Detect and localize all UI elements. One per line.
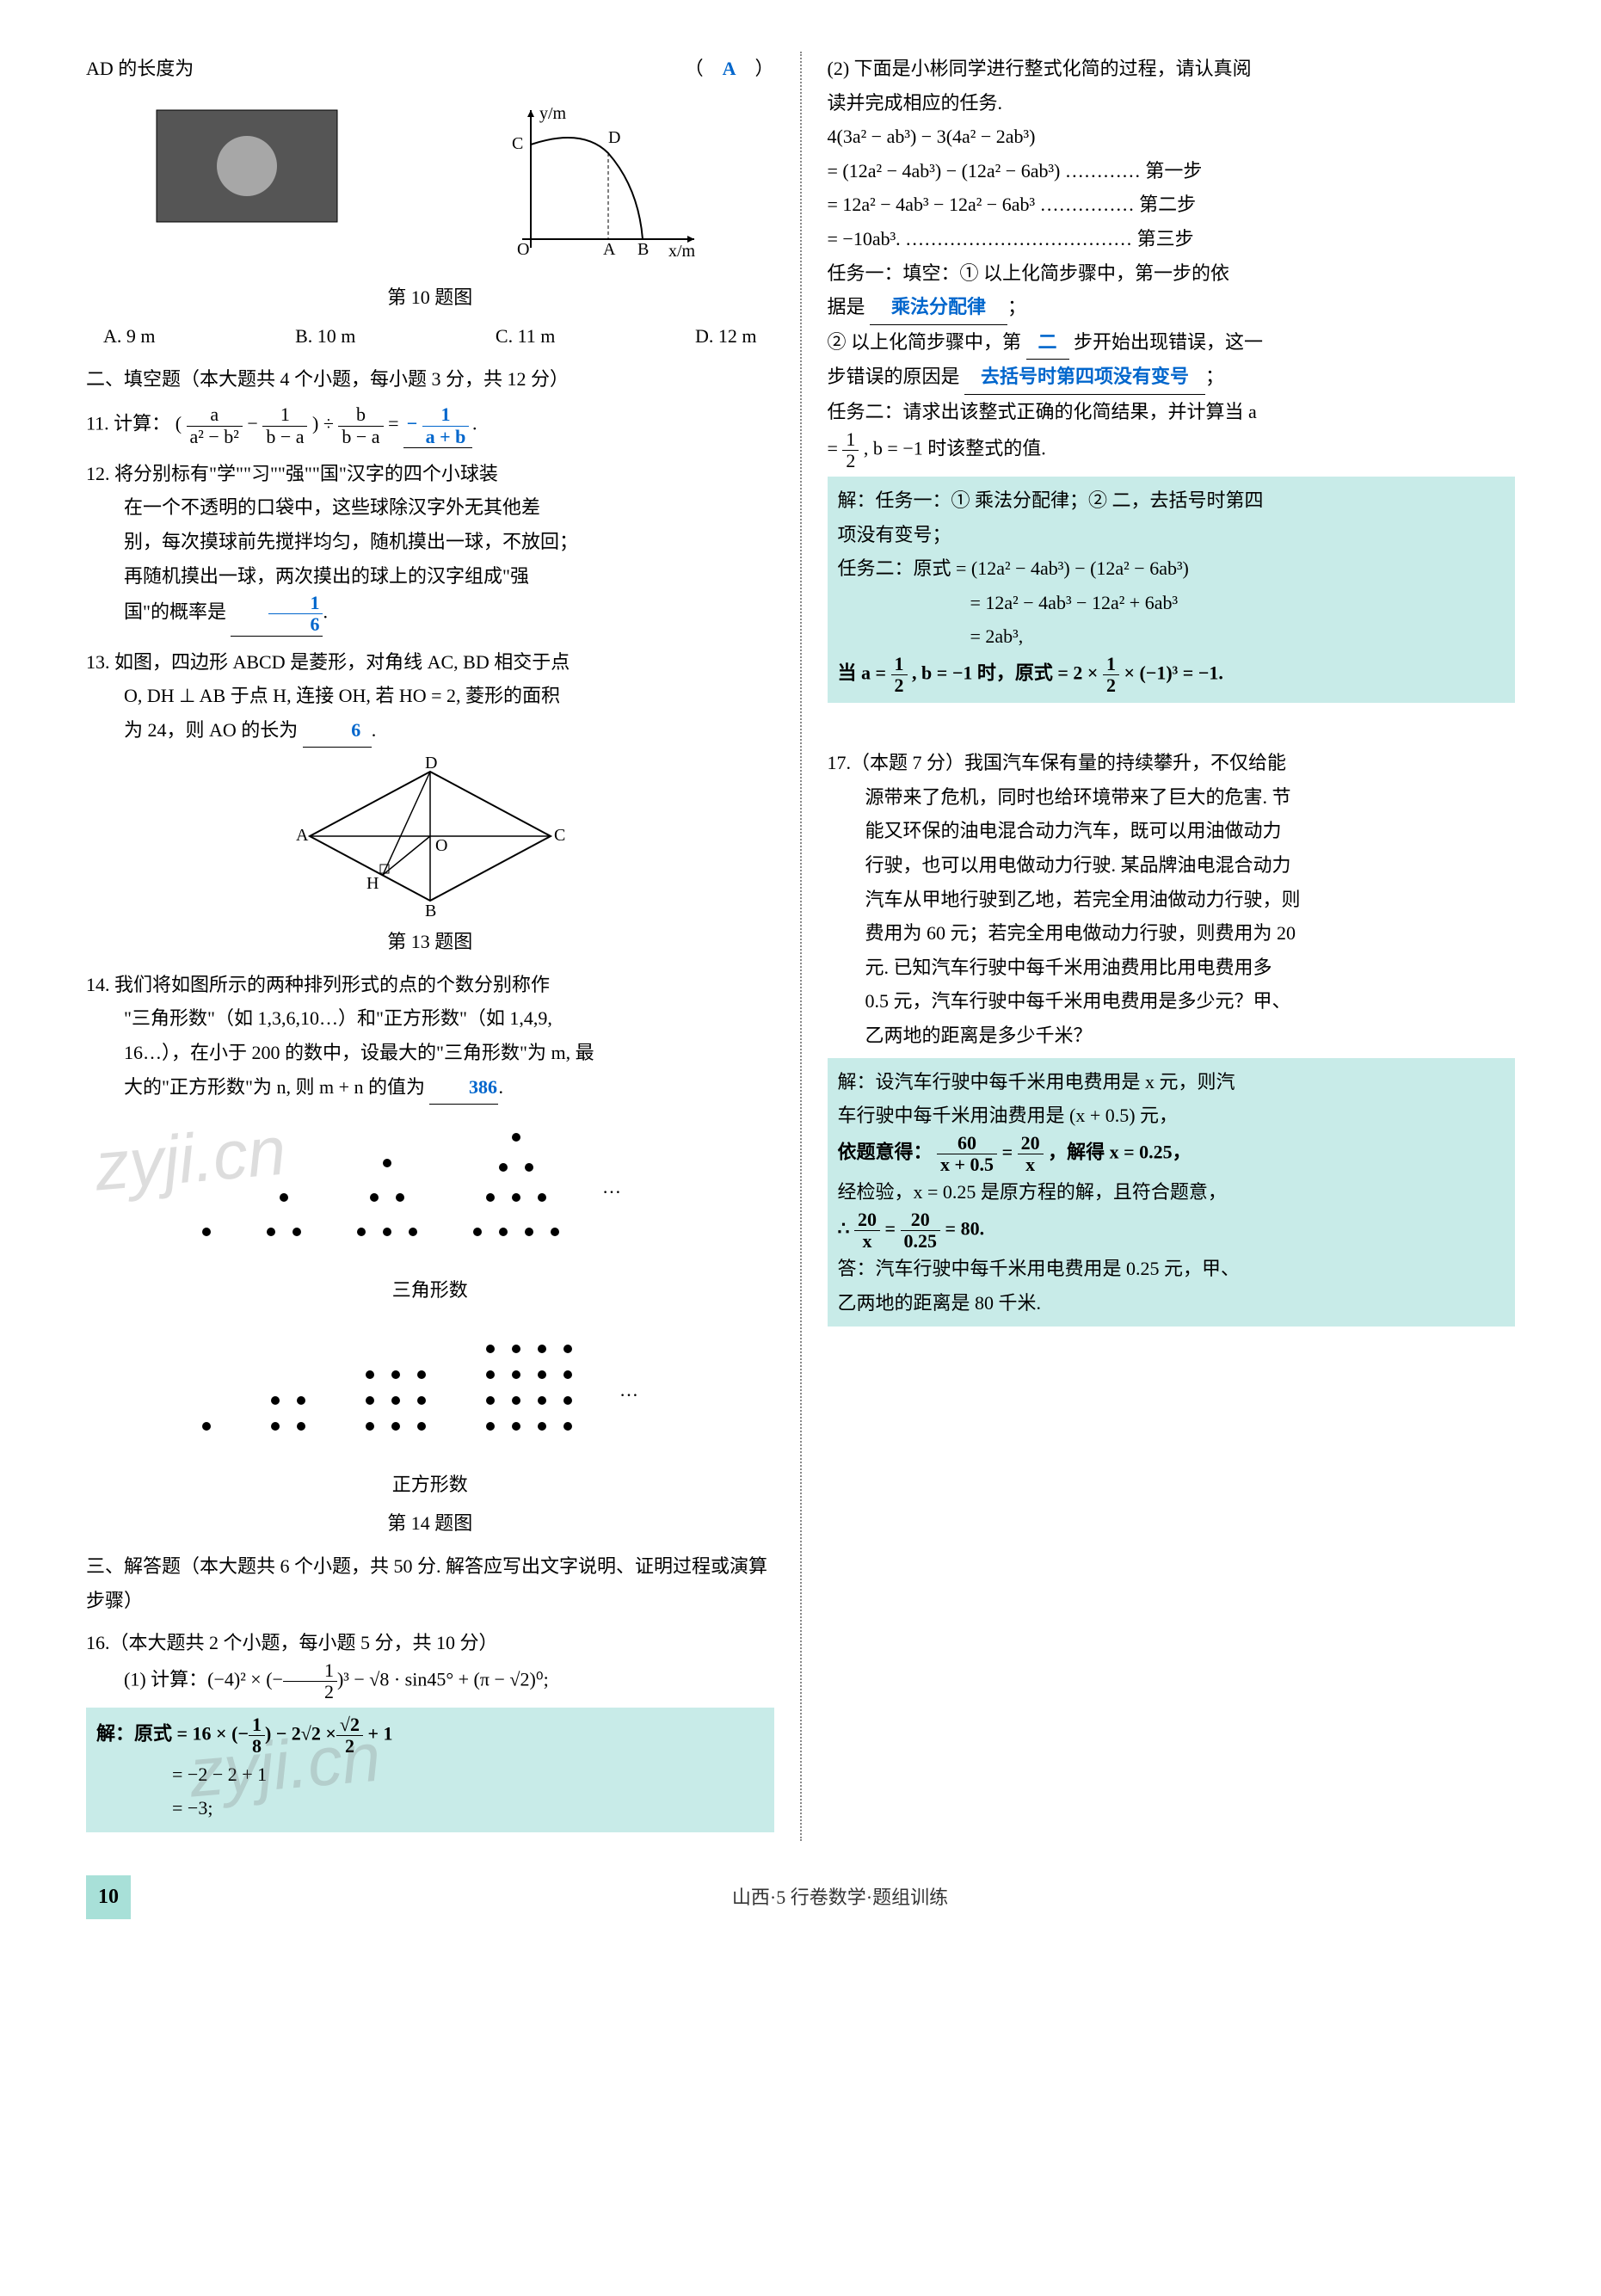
q10-answer: A xyxy=(723,58,736,79)
svg-text:D: D xyxy=(425,754,437,773)
q14-sq-figure: … xyxy=(155,1314,705,1461)
svg-text:B: B xyxy=(425,902,436,918)
q16-2-ans3: 去括号时第四项没有变号 xyxy=(964,360,1205,395)
q17: 17.（本题 7 分）我国汽车保有量的持续攀升，不仅给能 源带来了危机，同时也给… xyxy=(828,746,1516,1327)
svg-text:…: … xyxy=(619,1379,638,1400)
q10-opt-d: D. 12 m xyxy=(695,319,757,354)
svg-text:A: A xyxy=(603,240,616,259)
q10-opt-c: C. 11 m xyxy=(496,319,555,354)
q12-answer: 16 xyxy=(231,593,323,636)
q10-photo-placeholder xyxy=(148,102,346,231)
svg-text:C: C xyxy=(512,134,523,153)
svg-text:B: B xyxy=(637,240,649,259)
q10-options: A. 9 m B. 10 m C. 11 m D. 12 m xyxy=(86,319,774,354)
q14-sq-label: 正方形数 xyxy=(86,1468,774,1502)
svg-text:D: D xyxy=(608,128,620,147)
q17-solution: 解：设汽车行驶中每千米用电费用是 x 元，则汽 车行驶中每千米用油费用是 (x … xyxy=(828,1058,1516,1327)
q16: 16.（本大题共 2 个小题，每小题 5 分，共 10 分） (1) 计算：(−… xyxy=(86,1626,774,1832)
q11-answer: − 1a + b xyxy=(403,404,472,447)
q13-answer: 6 xyxy=(303,713,372,748)
q14-caption: 第 14 题图 xyxy=(86,1506,774,1541)
q14: 14. 我们将如图所示的两种排列形式的点的个数分别称作 "三角形数"（如 1,3… xyxy=(86,968,774,1541)
q10-prefix: AD 的长度为 xyxy=(86,52,194,86)
svg-text:A: A xyxy=(296,826,309,845)
q13-caption: 第 13 题图 xyxy=(86,925,774,959)
q14-answer: 386 xyxy=(429,1070,498,1105)
q16-2-ans2: 二 xyxy=(1026,325,1069,360)
svg-text:H: H xyxy=(366,874,379,893)
column-divider xyxy=(800,52,802,1841)
q11: 11. 计算： ( aa² − b² − 1b − a ) ÷ bb − a =… xyxy=(86,404,774,447)
footer: 10 山西·5 行卷数学·题组训练 xyxy=(86,1875,1515,1919)
q14-tri-label: 三角形数 xyxy=(86,1273,774,1308)
q14-tri-figure: … xyxy=(155,1111,705,1266)
q10-opt-a: A. 9 m xyxy=(103,319,156,354)
q10-caption: 第 10 题图 xyxy=(86,280,774,315)
svg-text:O: O xyxy=(517,240,529,259)
svg-text:O: O xyxy=(435,836,447,855)
q16-2-ans1: 乘法分配律 xyxy=(870,290,1007,325)
svg-text:y/m: y/m xyxy=(539,104,567,123)
section2-title: 二、填空题（本大题共 4 个小题，每小题 3 分，共 12 分） xyxy=(86,362,774,397)
q16-2: (2) 下面是小彬同学进行整式化简的过程，请认真阅 读并完成相应的任务. 4(3… xyxy=(828,52,1516,703)
q11-label: 11. 计算： xyxy=(86,413,170,434)
q10-figures: C D O A B x/m y/m xyxy=(86,95,774,272)
q10-graph: C D O A B x/m y/m xyxy=(488,102,711,265)
q10-opt-b: B. 10 m xyxy=(295,319,355,354)
q13-figure: D A C B O H xyxy=(284,754,576,918)
svg-text:C: C xyxy=(554,826,565,845)
svg-text:…: … xyxy=(602,1176,621,1197)
q10-answer-paren: （ A ） xyxy=(685,52,774,86)
section3-title: 三、解答题（本大题共 6 个小题，共 50 分. 解答应写出文字说明、证明过程或… xyxy=(86,1549,774,1617)
q16-1-solution: 解：原式 = 16 × (−18) − 2√2 ×√22 + 1 = −2 − … xyxy=(86,1708,774,1832)
q16-2-solution: 解：任务一：① 乘法分配律；② 二，去括号时第四 项没有变号； 任务二：原式 =… xyxy=(828,477,1516,703)
footer-text: 山西·5 行卷数学·题组训练 xyxy=(165,1881,1515,1915)
q12: 12. 将分别标有"学""习""强""国"汉字的四个小球装 在一个不透明的口袋中… xyxy=(86,457,774,637)
q16-head: 16.（本大题共 2 个小题，每小题 5 分，共 10 分） xyxy=(86,1626,774,1660)
q10-stem: AD 的长度为 （ A ） xyxy=(86,52,774,86)
page-number: 10 xyxy=(86,1875,131,1919)
q13: 13. 如图，四边形 ABCD 是菱形，对角线 AC, BD 相交于点 O, D… xyxy=(86,645,774,959)
svg-text:x/m: x/m xyxy=(668,242,696,261)
